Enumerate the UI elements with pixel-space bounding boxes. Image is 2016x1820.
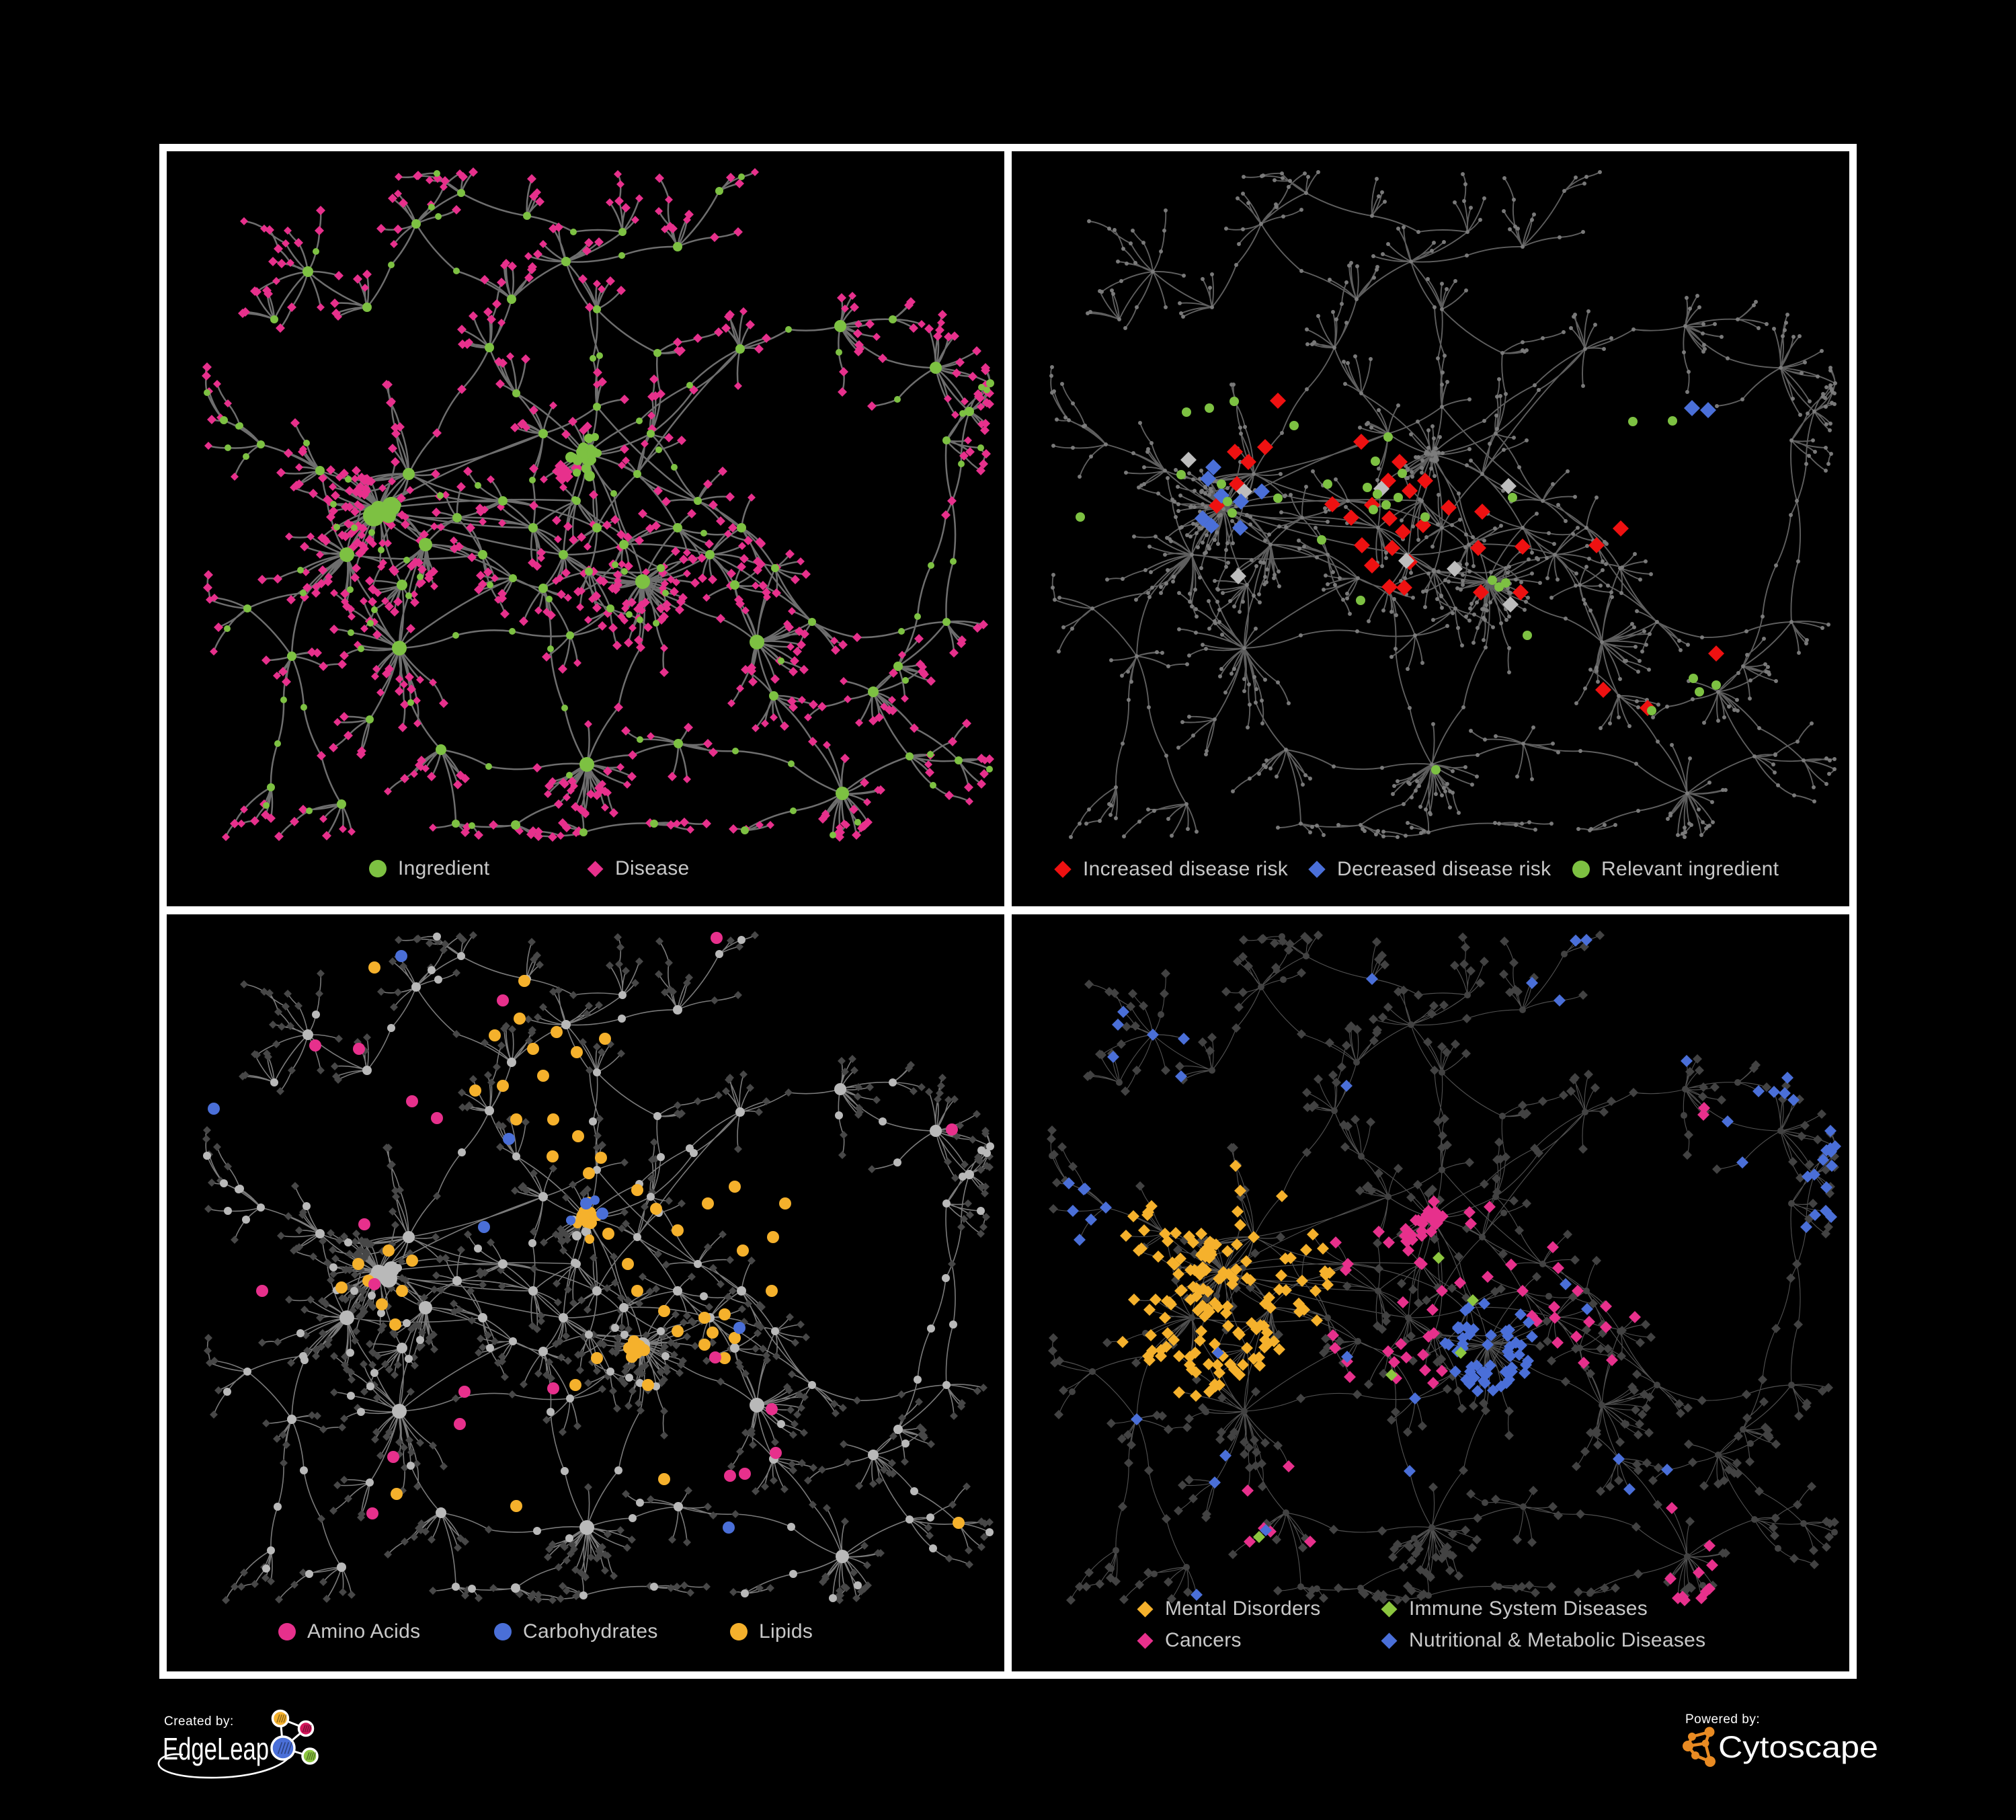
svg-text:Cytoscape: Cytoscape	[1718, 1730, 1878, 1764]
svg-text:Created by:: Created by:	[164, 1714, 234, 1729]
svg-text:Powered by:: Powered by:	[1685, 1712, 1760, 1727]
svg-text:EdgeLeap: EdgeLeap	[163, 1731, 269, 1766]
